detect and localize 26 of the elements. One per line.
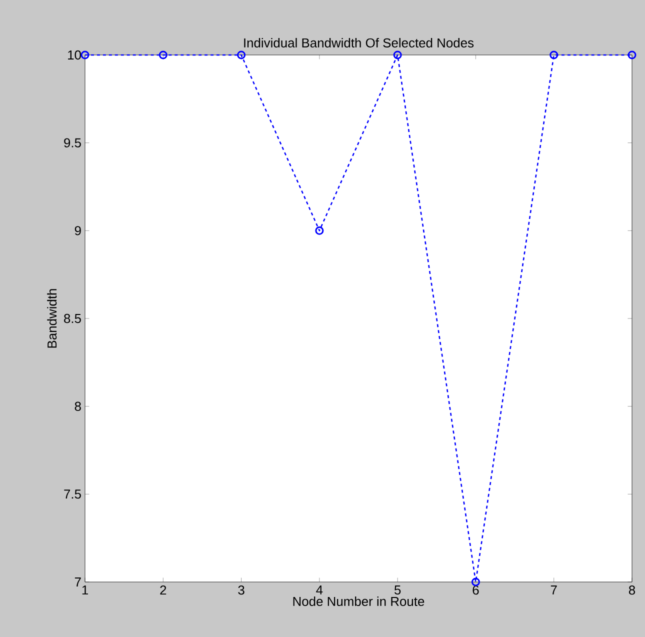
point — [471, 578, 480, 586]
point — [158, 50, 168, 60]
x-tick-label: 4 — [316, 586, 323, 594]
point — [628, 50, 636, 60]
x-tick-label: 2 — [160, 586, 166, 595]
x-tick-label: 6 — [472, 586, 479, 595]
x-tick-label: 7 — [550, 586, 557, 594]
point — [550, 50, 558, 60]
chart-title: Individual Bandwidth Of Selected Nodes — [244, 38, 474, 48]
x-tick-label: 1 — [82, 586, 88, 594]
x-tick-label: 3 — [238, 586, 244, 595]
point — [80, 50, 90, 60]
y-tick-label: 9 — [74, 226, 81, 236]
y-tick-label: 9.5 — [64, 138, 81, 148]
y-axis-title: Bandwidth — [47, 289, 57, 348]
point — [393, 50, 402, 60]
x-axis-title: Node Number in Route — [293, 596, 424, 606]
x-tick-label: 8 — [628, 586, 636, 595]
y-tick-label: 8 — [74, 402, 81, 411]
y-tick-label: 8.5 — [64, 314, 81, 324]
y-tick-label: 7 — [74, 578, 81, 586]
point — [315, 226, 324, 235]
y-tick-label: 10 — [68, 50, 81, 60]
point — [237, 50, 246, 60]
y-tick-label: 7.5 — [64, 490, 81, 499]
x-tick-label: 5 — [394, 586, 401, 595]
